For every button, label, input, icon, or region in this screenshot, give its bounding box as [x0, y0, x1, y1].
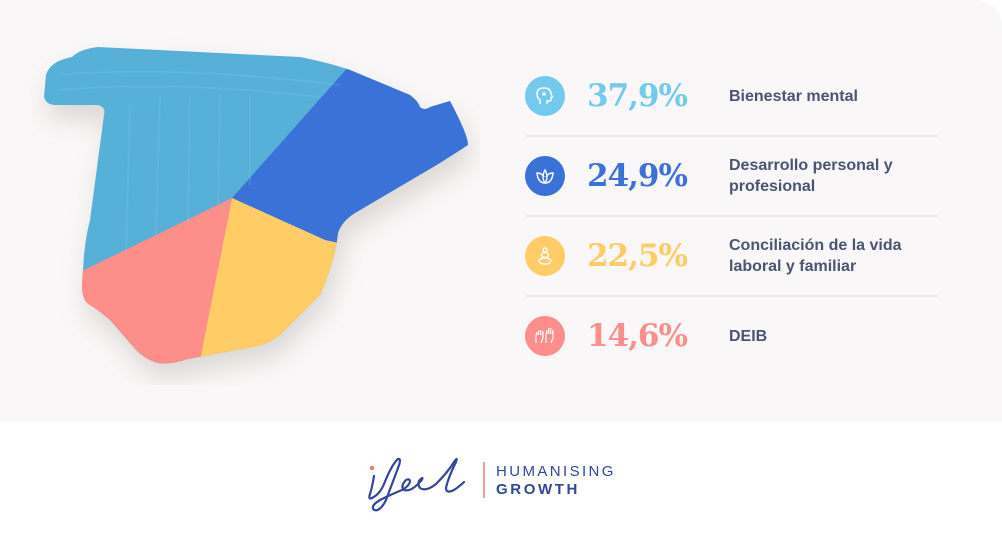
tagline-growth: GROWTH: [496, 481, 580, 498]
ifeel-logo: HUMANISING GROWTH: [362, 454, 662, 514]
divider: [527, 135, 937, 137]
divider: [527, 215, 937, 217]
percent-value: 24,9%: [587, 158, 688, 194]
stacked-stones-icon: [525, 236, 565, 276]
legend-list: 37,9% Bienestar mental 24,9% Desarrollo …: [525, 62, 937, 370]
legend-row-bienestar: 37,9% Bienestar mental: [525, 62, 937, 137]
percent-value: 37,9%: [587, 78, 688, 114]
category-label: Desarrollo personal y profesional: [729, 157, 893, 195]
divider: [527, 295, 937, 297]
percent-value: 14,6%: [587, 318, 688, 354]
category-label: DEIB: [729, 327, 768, 345]
head-mind-icon: [525, 76, 565, 116]
logo-separator: [483, 462, 485, 498]
category-label: Conciliación de la vida laboral y famili…: [729, 237, 902, 275]
percent-value: 22,5%: [587, 238, 688, 274]
category-label: Bienestar mental: [729, 87, 858, 105]
legend-row-desarrollo: 24,9% Desarrollo personal y profesional: [525, 142, 937, 217]
spain-map-chart: [44, 47, 468, 364]
leaves-icon: [525, 156, 565, 196]
legend-row-conciliacion: 22,5% Conciliación de la vida laboral y …: [525, 222, 937, 297]
raised-hands-icon: [525, 316, 565, 356]
legend-row-deib: 14,6% DEIB: [525, 302, 935, 370]
tagline-humanising: HUMANISING: [496, 463, 616, 480]
ifeel-script-logo: [368, 457, 466, 512]
